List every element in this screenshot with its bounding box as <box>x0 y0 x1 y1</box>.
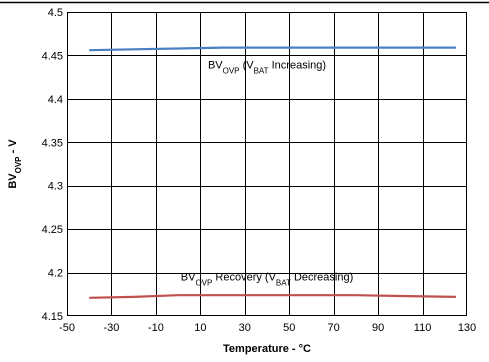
x-tick-label: 70 <box>328 322 340 334</box>
y-axis-title: BVOVP - V <box>7 139 23 189</box>
x-tick-label: 130 <box>458 322 476 334</box>
x-tick-label: 10 <box>194 322 206 334</box>
x-axis-title: Temperature - °C <box>223 343 311 355</box>
series-line-1 <box>89 46 456 52</box>
y-tick-label: 4.5 <box>48 7 63 19</box>
y-tick-label: 4.25 <box>42 224 63 236</box>
series-annotation-1: BVOVP (VBAT Increasing) <box>208 59 326 75</box>
x-tick-label: 50 <box>283 322 295 334</box>
plot-frame <box>67 12 467 316</box>
x-tick-label: -30 <box>103 322 119 334</box>
x-tick-label: -50 <box>59 322 75 334</box>
y-tick-label: 4.45 <box>42 50 63 62</box>
x-tick-label: -10 <box>148 322 164 334</box>
y-tick-label: 4.15 <box>42 311 63 323</box>
y-tick-label: 4.2 <box>48 268 63 280</box>
x-tick-label: 110 <box>414 322 432 334</box>
y-tick-label: 4.4 <box>48 94 63 106</box>
series-line-2 <box>89 294 456 299</box>
y-tick-label: 4.35 <box>42 137 63 149</box>
series-annotation-2: BVOVP Recovery (VBAT Decreasing) <box>181 271 354 287</box>
x-tick-label: 90 <box>372 322 384 334</box>
x-tick-label: 30 <box>239 322 251 334</box>
plot-area <box>67 12 467 316</box>
y-tick-label: 4.3 <box>48 181 63 193</box>
